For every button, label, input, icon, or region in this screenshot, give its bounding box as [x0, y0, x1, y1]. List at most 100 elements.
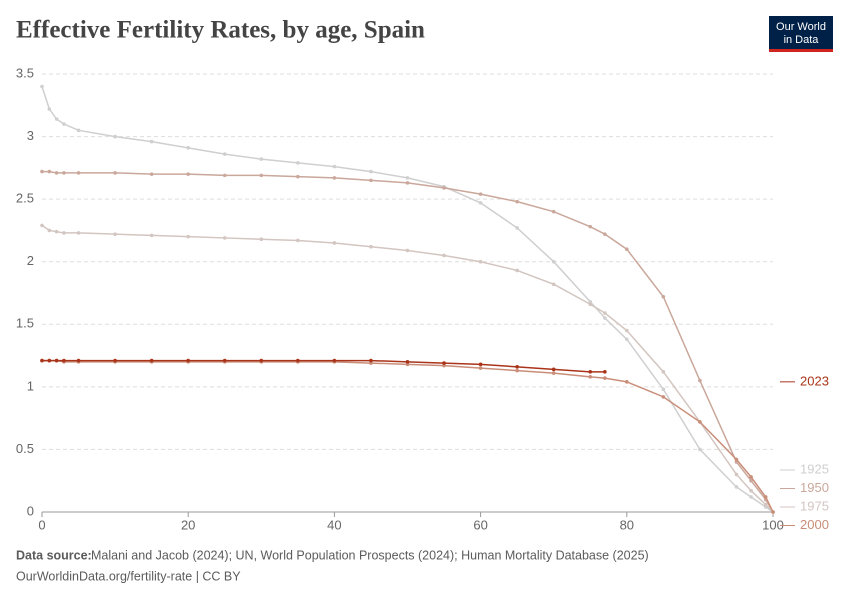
point	[47, 228, 52, 233]
point	[661, 370, 666, 374]
point	[734, 485, 739, 489]
point	[588, 370, 593, 374]
series-line	[42, 359, 774, 513]
point	[515, 368, 519, 373]
point	[369, 358, 373, 363]
logo-stripe	[769, 49, 833, 52]
point	[749, 495, 753, 499]
point	[442, 253, 446, 258]
point	[625, 337, 629, 342]
series-line	[42, 170, 774, 513]
point	[113, 134, 117, 139]
point	[40, 84, 44, 89]
point	[588, 224, 593, 229]
point	[405, 362, 410, 367]
logo[interactable]	[769, 16, 833, 52]
point	[113, 358, 117, 363]
point	[332, 164, 337, 169]
legend-label: 1950	[800, 480, 829, 495]
logo-text: in Data	[784, 34, 820, 46]
point	[603, 311, 607, 315]
legend-label: 1975	[800, 498, 829, 513]
point	[259, 173, 264, 178]
y-tick-label: 2.5	[16, 191, 34, 206]
point	[332, 176, 337, 180]
legend-label: 2000	[800, 517, 829, 532]
series-line	[41, 224, 774, 513]
point	[296, 238, 300, 243]
point	[551, 282, 556, 287]
point	[763, 502, 768, 507]
point	[478, 366, 483, 370]
point	[369, 361, 373, 365]
point	[478, 362, 483, 367]
point	[771, 510, 775, 514]
point	[62, 358, 66, 363]
point	[603, 376, 607, 380]
point	[54, 358, 59, 363]
point	[515, 365, 519, 369]
point	[259, 237, 264, 241]
source: Malani and Jacob (2024); UN, World Popul…	[91, 548, 649, 562]
point	[588, 375, 593, 379]
point	[54, 229, 59, 234]
point	[113, 171, 117, 175]
legend-label: 2023	[800, 373, 829, 388]
url[interactable]: OurWorldinData.org/fertility-rate | CC B…	[16, 569, 241, 583]
point	[76, 128, 81, 133]
x-tick-label: 80	[620, 517, 634, 532]
point	[222, 152, 227, 156]
point	[661, 294, 666, 299]
chart-title: Effective Fertility Rates, by age, Spain	[16, 17, 425, 44]
y-tick-label: 2	[27, 253, 34, 268]
y-tick-label: 3.5	[16, 65, 34, 80]
point	[40, 169, 44, 174]
point	[442, 361, 446, 365]
point	[222, 358, 227, 363]
point	[405, 181, 410, 185]
point	[54, 117, 59, 121]
point	[76, 171, 81, 175]
x-tick-label: 40	[327, 517, 341, 532]
point	[551, 209, 556, 214]
point	[625, 247, 629, 251]
y-tick-label: 0	[27, 503, 34, 518]
point	[186, 234, 190, 239]
point	[603, 370, 607, 374]
y-tick-label: 0.5	[16, 441, 34, 456]
point	[515, 268, 519, 273]
point	[47, 169, 52, 174]
point	[698, 447, 702, 452]
point	[734, 472, 739, 477]
point	[113, 232, 117, 236]
point	[625, 380, 629, 384]
point	[515, 199, 519, 204]
point	[442, 186, 446, 190]
point	[54, 171, 59, 175]
point	[551, 371, 556, 375]
point	[369, 244, 373, 249]
point	[661, 395, 666, 399]
point	[551, 367, 556, 372]
point	[478, 192, 483, 196]
point	[76, 358, 81, 363]
point	[62, 231, 66, 235]
point	[515, 226, 519, 230]
point	[405, 176, 410, 180]
point	[47, 358, 52, 363]
point	[749, 488, 753, 493]
point	[603, 316, 607, 320]
y-tick-label: 3	[27, 128, 34, 143]
point	[625, 328, 629, 333]
point	[149, 233, 154, 238]
point	[62, 122, 66, 126]
legend-label: 1925	[800, 461, 829, 476]
x-tick-label: 20	[181, 517, 195, 532]
point	[40, 358, 44, 363]
point	[588, 302, 593, 307]
point	[734, 457, 739, 462]
point	[149, 139, 154, 144]
point	[222, 173, 227, 178]
point	[661, 387, 666, 392]
